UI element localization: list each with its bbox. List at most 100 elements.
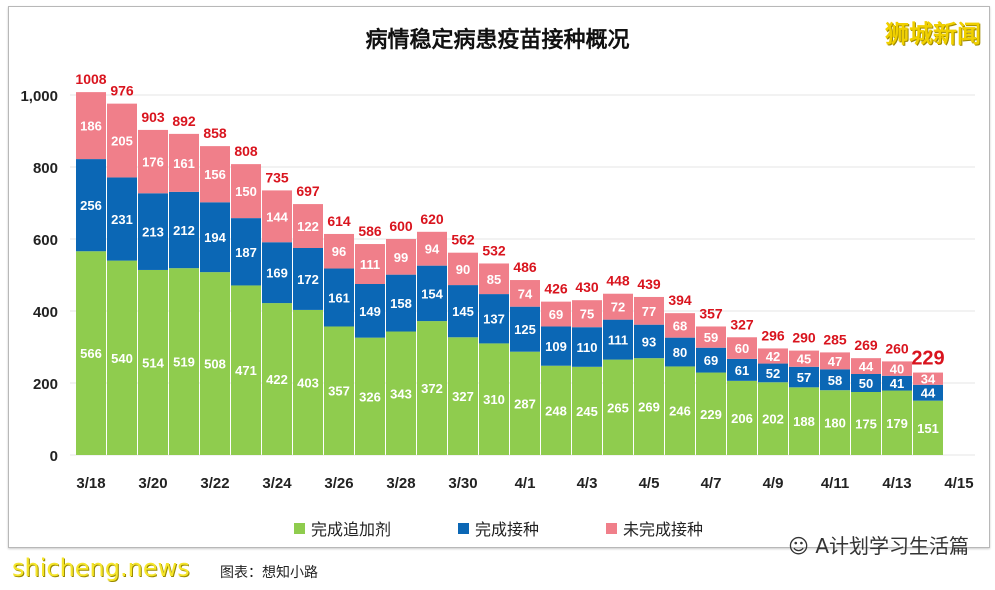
total-label: 620 (420, 211, 444, 227)
bar-segment-1 (665, 337, 695, 367)
bar-segment-1 (138, 193, 168, 270)
data-label: 187 (235, 245, 257, 260)
total-label: 290 (792, 330, 816, 346)
bar-segment-0 (231, 285, 261, 455)
data-label: 343 (390, 386, 412, 401)
data-label: 122 (297, 219, 319, 234)
data-label: 125 (514, 322, 536, 337)
watermark-site: shicheng.news (12, 554, 190, 582)
data-label: 179 (886, 416, 908, 431)
total-label: 892 (172, 113, 196, 129)
legend-item-1: 完成接种 (458, 516, 539, 540)
bar-segment-1 (789, 366, 819, 388)
x-tick-label: 3/20 (138, 475, 167, 492)
bar-segment-1 (696, 347, 726, 373)
data-label: 93 (642, 334, 656, 349)
bar-segment-0 (138, 269, 168, 455)
data-label: 471 (235, 363, 257, 378)
bar-segment-0 (448, 337, 478, 455)
data-label: 144 (266, 209, 288, 224)
bar-segment-2 (138, 129, 168, 194)
total-label: 285 (823, 331, 847, 347)
total-label: 426 (544, 281, 568, 297)
bar-segment-0 (355, 337, 385, 455)
bar-segment-0 (200, 272, 230, 455)
bar-segment-2 (262, 190, 292, 243)
bar-segment-1 (634, 324, 664, 359)
total-label: 697 (296, 183, 320, 199)
bar-segment-1 (510, 306, 540, 352)
legend-swatch (606, 522, 617, 534)
bar-segment-0 (758, 382, 788, 455)
data-label: 188 (793, 414, 815, 429)
x-tick-label: 4/7 (701, 475, 722, 492)
data-label: 256 (80, 198, 102, 213)
bar-segment-0 (820, 390, 850, 455)
data-label: 59 (704, 330, 718, 345)
data-label: 58 (828, 373, 842, 388)
x-tick-label: 4/15 (944, 475, 973, 492)
bar-segment-1 (851, 374, 881, 392)
chart-title: 病情稳定病患疫苗接种概况 (365, 28, 630, 53)
bar-segment-0 (665, 366, 695, 455)
bar-segment-2 (696, 326, 726, 348)
data-label: 206 (731, 411, 753, 426)
bar-segment-1 (293, 248, 323, 310)
total-label: 562 (451, 232, 475, 248)
data-label: 186 (80, 119, 102, 134)
bar-segment-1 (231, 218, 261, 286)
bar-segment-0 (386, 331, 416, 455)
bar-segment-1 (572, 327, 602, 367)
bar-segment-2 (76, 92, 106, 160)
bar-segment-2 (448, 252, 478, 286)
bar-segment-0 (572, 366, 602, 455)
data-label: 150 (235, 184, 257, 199)
watermark-account-text: A计划学习生活篇 (815, 534, 969, 558)
data-label: 326 (359, 389, 381, 404)
data-label: 80 (673, 345, 687, 360)
total-label: 486 (513, 259, 537, 275)
bar-segment-0 (293, 309, 323, 455)
total-label: 448 (606, 273, 630, 289)
x-tick-label: 3/18 (76, 475, 105, 492)
data-label: 60 (735, 341, 749, 356)
x-tick-label: 3/30 (448, 475, 477, 492)
bar-segment-2 (665, 313, 695, 338)
bar-segment-1 (603, 319, 633, 360)
data-label: 357 (328, 384, 350, 399)
bar-segment-1 (913, 384, 943, 401)
data-label: 180 (824, 416, 846, 431)
bar-segment-1 (324, 268, 354, 327)
data-label: 75 (580, 307, 594, 322)
data-label: 109 (545, 339, 567, 354)
bar-segment-0 (603, 359, 633, 455)
data-label: 110 (577, 340, 598, 355)
data-label: 47 (828, 354, 842, 369)
bar-segment-1 (758, 363, 788, 383)
data-label: 194 (204, 230, 226, 245)
legend-swatch (294, 522, 305, 534)
total-label: 439 (637, 276, 661, 292)
bar-segment-1 (479, 294, 509, 344)
data-label: 172 (297, 272, 319, 287)
data-label: 403 (297, 375, 319, 390)
x-tick-label: 3/22 (200, 475, 229, 492)
total-label: 858 (203, 125, 227, 141)
bar-segment-2 (727, 337, 757, 359)
y-tick-label: 600 (33, 232, 58, 249)
data-label: 44 (859, 359, 874, 374)
data-label: 145 (452, 304, 474, 319)
total-label: 229 (911, 348, 944, 370)
bar-segment-2 (634, 296, 664, 325)
bar-segment-2 (789, 350, 819, 367)
data-label: 94 (425, 242, 440, 257)
bar-segment-2 (603, 293, 633, 320)
bar-segment-1 (541, 326, 571, 366)
bar-segment-2 (510, 280, 540, 307)
bar-segment-0 (107, 260, 137, 455)
bar-segment-0 (913, 400, 943, 455)
data-label: 566 (80, 346, 102, 361)
bar-segment-1 (169, 191, 199, 269)
data-label: 514 (142, 355, 164, 370)
